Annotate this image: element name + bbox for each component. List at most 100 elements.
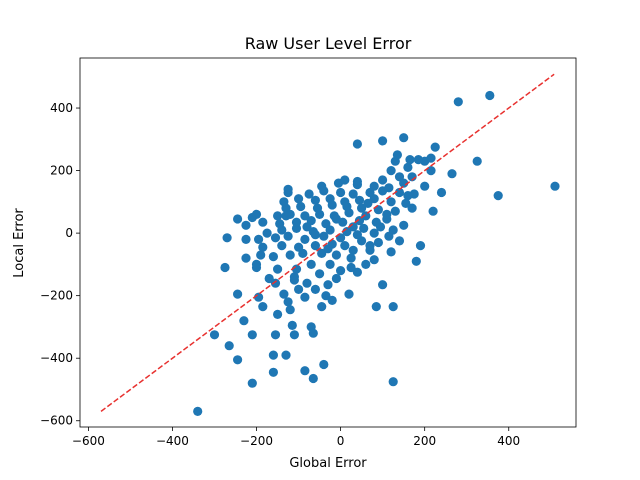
data-point (304, 189, 314, 199)
data-point (256, 250, 266, 260)
data-point (277, 241, 287, 251)
x-tick-label: 400 (497, 434, 520, 448)
data-point (365, 241, 375, 251)
data-point (300, 366, 310, 376)
y-axis-label: Local Error (12, 208, 27, 278)
data-point (485, 90, 495, 101)
data-point (392, 150, 402, 160)
data-point (426, 153, 436, 163)
data-point (321, 219, 331, 229)
data-point (308, 373, 318, 384)
data-point (310, 241, 320, 251)
data-point (394, 187, 405, 198)
data-point (354, 216, 365, 226)
ticks-layer: −600 −400 −200 0 200 400 −600 −400 −200 0 200 400 (40, 101, 520, 448)
data-point (386, 166, 396, 176)
data-point (254, 292, 264, 302)
data-point (281, 350, 291, 360)
data-point (369, 255, 379, 265)
data-point (273, 309, 283, 319)
data-point (310, 230, 320, 240)
chart-title: Raw User Level Error (245, 34, 412, 53)
data-point (319, 231, 329, 241)
data-point (550, 181, 560, 191)
data-point (321, 291, 331, 301)
data-point (388, 377, 398, 387)
y-tick-label: −600 (40, 414, 73, 428)
data-point (352, 139, 362, 149)
data-point (348, 189, 358, 199)
data-point (472, 156, 482, 166)
data-point (283, 184, 293, 194)
data-point (323, 280, 333, 290)
data-point (430, 142, 440, 152)
data-point (371, 302, 381, 312)
data-point (344, 289, 354, 299)
data-point (273, 211, 283, 221)
data-point (262, 228, 272, 238)
data-point (241, 220, 251, 230)
data-point (233, 214, 243, 224)
data-point (340, 241, 350, 251)
data-point (394, 172, 405, 182)
data-point (241, 253, 251, 263)
data-point (310, 195, 320, 205)
data-point (413, 155, 423, 165)
data-point (436, 187, 447, 198)
data-point (352, 176, 362, 187)
data-point (289, 330, 299, 340)
data-point (233, 289, 243, 299)
data-point (317, 302, 327, 312)
data-point (306, 259, 316, 269)
data-point (294, 284, 304, 294)
data-point (401, 198, 411, 208)
y-tick-label: −400 (40, 351, 73, 365)
points-layer (193, 90, 560, 416)
data-point (323, 244, 333, 254)
data-point (325, 194, 335, 204)
data-point (352, 230, 362, 240)
data-point (317, 248, 327, 258)
y-tick-label: −200 (40, 289, 73, 303)
data-point (386, 197, 396, 207)
data-point (302, 278, 312, 288)
data-point (241, 234, 251, 244)
data-point (399, 133, 409, 143)
data-point (279, 289, 289, 299)
data-point (251, 209, 262, 219)
data-point (447, 169, 457, 179)
data-point (258, 217, 268, 227)
data-point (294, 242, 304, 252)
data-point (233, 355, 243, 365)
data-point (315, 269, 325, 279)
data-point (340, 197, 350, 207)
data-point (384, 183, 394, 193)
data-point (394, 236, 405, 246)
data-point (369, 228, 379, 238)
data-point (388, 225, 398, 235)
data-point (258, 242, 268, 252)
data-point (331, 250, 341, 260)
data-point (273, 264, 283, 274)
data-point (296, 201, 306, 212)
reference-line-layer (100, 73, 555, 412)
data-point (340, 175, 350, 185)
data-point (415, 241, 426, 251)
data-point (270, 233, 281, 243)
data-point (289, 272, 299, 282)
data-point (336, 266, 346, 276)
data-point (270, 278, 281, 288)
reference-line (100, 73, 555, 412)
data-point (300, 292, 310, 302)
data-point (264, 273, 274, 284)
data-point (359, 223, 369, 233)
data-point (346, 253, 356, 263)
data-point (224, 341, 234, 351)
data-point (268, 252, 278, 262)
data-point (310, 284, 320, 294)
data-point (354, 195, 365, 205)
data-point (254, 234, 264, 244)
data-point (407, 203, 417, 213)
data-point (373, 237, 383, 248)
